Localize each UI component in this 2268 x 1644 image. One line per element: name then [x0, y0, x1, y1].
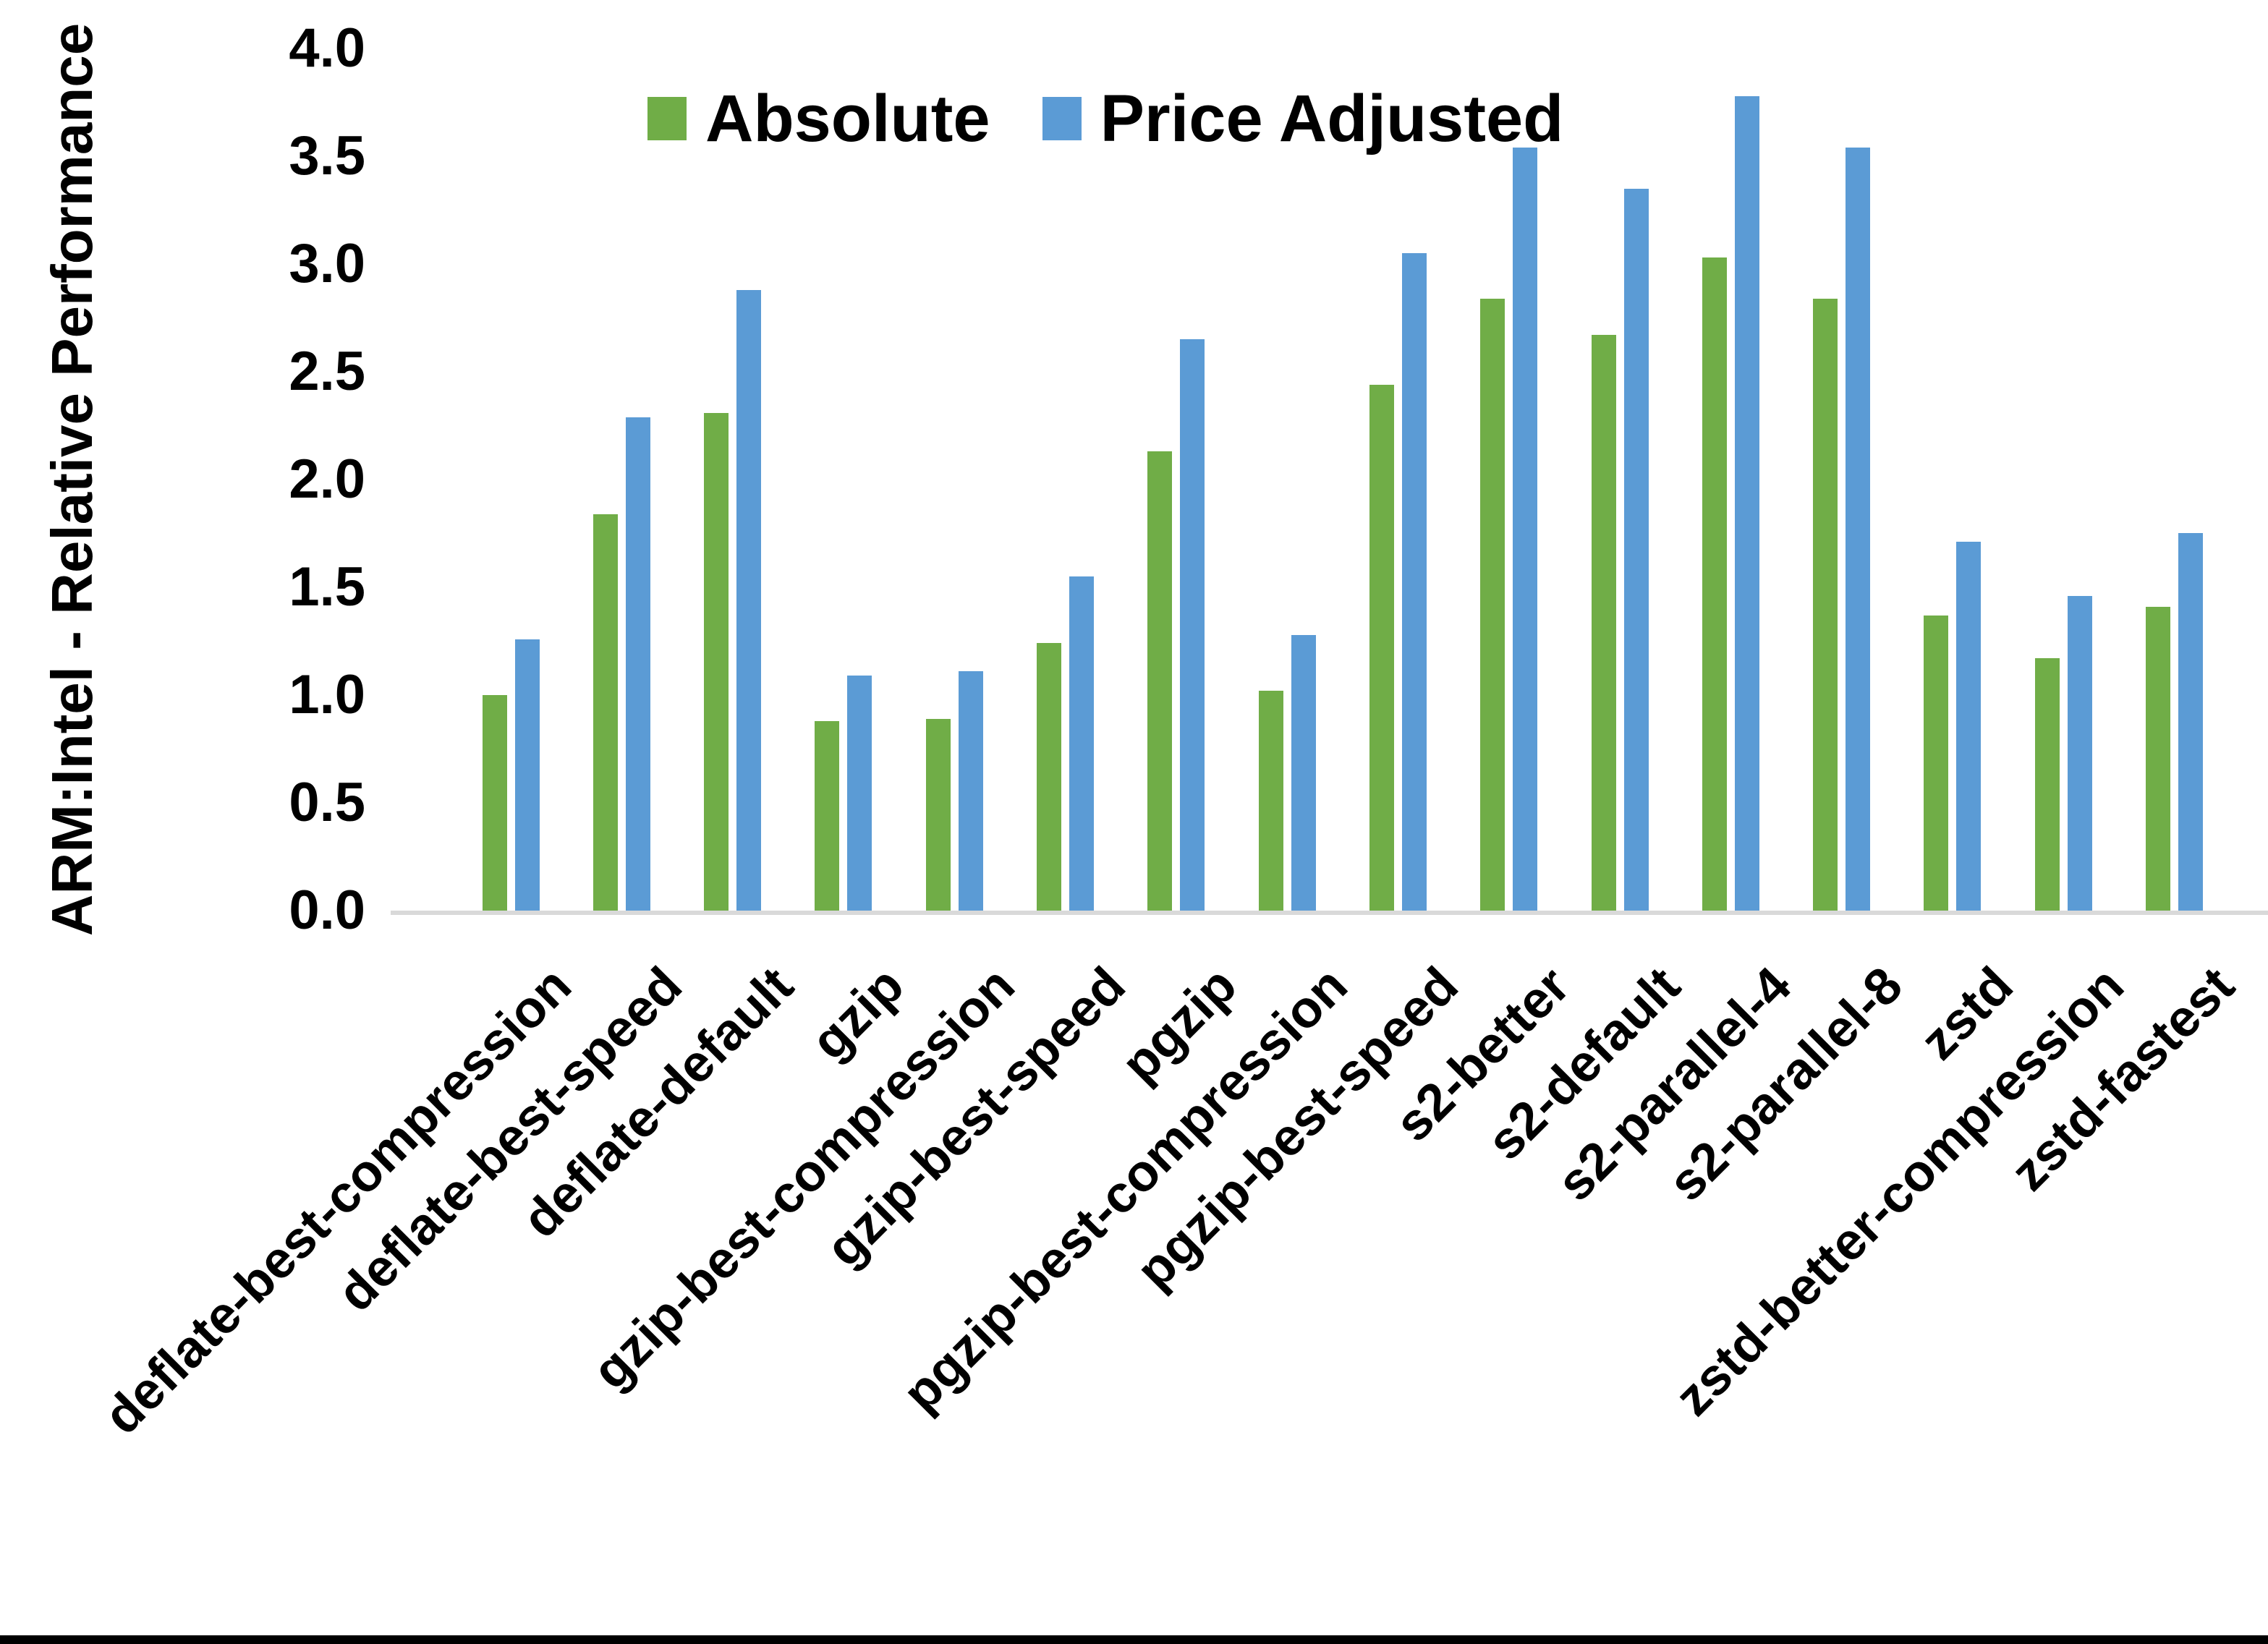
bar-price-adjusted-deflate-default [736, 290, 761, 911]
x-axis-label-s2-default: s2-default [1476, 956, 1691, 1172]
y-tick-label-3-5: 3.5 [289, 125, 365, 187]
legend-item-price-adjusted: Price Adjusted [1042, 82, 1564, 156]
bar-absolute-gzip [815, 721, 839, 911]
y-tick-label-2-0: 2.0 [289, 448, 365, 510]
bar-price-adjusted-s2-parallel-4 [1735, 96, 1759, 911]
bar-absolute-s2-default [1592, 335, 1616, 911]
bar-price-adjusted-gzip [847, 676, 872, 911]
x-axis-label-zstd: zstd [1909, 956, 2024, 1071]
bar-absolute-zstd-fastest [2146, 607, 2170, 911]
x-axis-label-s2-better: s2-better [1384, 956, 1581, 1153]
x-axis-label-pgzip-best-compression: pgzip-best-compression [891, 956, 1359, 1423]
bar-absolute-deflate-best-compression [483, 695, 507, 911]
bar-price-adjusted-deflate-best-speed [626, 417, 650, 911]
bar-absolute-deflate-best-speed [593, 514, 618, 911]
y-tick-label-0-0: 0.0 [289, 880, 365, 941]
bottom-border [0, 1635, 2268, 1644]
plot-area [391, 43, 2268, 915]
y-tick-label-4-0: 4.0 [289, 17, 365, 79]
bar-price-adjusted-s2-better [1513, 148, 1537, 911]
x-axis-label-deflate-best-compression: deflate-best-compression [93, 956, 582, 1446]
x-axis-label-deflate-best-speed: deflate-best-speed [326, 956, 693, 1323]
bar-absolute-pgzip-best-compression [1259, 691, 1283, 911]
bar-price-adjusted-s2-parallel-8 [1846, 148, 1870, 911]
legend-swatch-absolute [647, 97, 687, 140]
bar-absolute-s2-parallel-4 [1702, 257, 1727, 911]
bar-price-adjusted-pgzip [1180, 339, 1205, 911]
legend-label-absolute: Absolute [705, 82, 990, 156]
legend-item-absolute: Absolute [647, 85, 990, 152]
y-tick-label-2-5: 2.5 [289, 341, 365, 402]
bar-absolute-s2-better [1480, 299, 1505, 911]
bar-price-adjusted-pgzip-best-speed [1402, 253, 1427, 911]
x-axis-line [391, 911, 2268, 915]
y-axis-title: ARM:Intel - Relative Performance [40, 22, 104, 937]
bar-price-adjusted-s2-default [1624, 189, 1649, 911]
legend-label-price-adjusted: Price Adjusted [1100, 82, 1564, 156]
bar-price-adjusted-pgzip-best-compression [1291, 635, 1316, 911]
bar-absolute-deflate-default [704, 413, 729, 911]
bar-absolute-pgzip [1147, 451, 1172, 911]
bar-price-adjusted-zstd-better-compression [2068, 596, 2092, 911]
x-axis-label-pgzip-best-speed: pgzip-best-speed [1125, 956, 1469, 1300]
x-axis-label-zstd-better-compression: zstd-better-compression [1664, 956, 2135, 1427]
legend: Absolute Price Adjusted [647, 85, 1563, 152]
x-axis-label-gzip: gzip [800, 956, 915, 1071]
bar-absolute-gzip-best-compression [926, 719, 951, 911]
bar-absolute-zstd-better-compression [2035, 658, 2060, 911]
bar-price-adjusted-gzip-best-speed [1069, 576, 1094, 911]
bar-price-adjusted-zstd-fastest [2178, 533, 2203, 911]
bar-price-adjusted-zstd [1956, 542, 1981, 911]
y-tick-label-1-5: 1.5 [289, 556, 365, 618]
x-axis-label-gzip-best-compression: gzip-best-compression [581, 956, 1026, 1401]
bar-price-adjusted-gzip-best-compression [959, 671, 983, 911]
x-axis-label-deflate-default: deflate-default [511, 956, 804, 1249]
bar-price-adjusted-deflate-best-compression [515, 639, 540, 911]
legend-swatch-price-adjusted [1042, 97, 1082, 140]
bar-absolute-s2-parallel-8 [1813, 299, 1838, 911]
y-tick-label-1-0: 1.0 [289, 664, 365, 725]
x-axis-label-s2-parallel-8: s2-parallel-8 [1657, 956, 1914, 1212]
bar-absolute-zstd [1924, 616, 1948, 911]
bar-absolute-pgzip-best-speed [1369, 385, 1394, 911]
x-axis-label-pgzip: pgzip [1110, 956, 1248, 1094]
x-axis-label-gzip-best-speed: gzip-best-speed [815, 956, 1137, 1278]
y-tick-label-3-0: 3.0 [289, 233, 365, 294]
y-tick-label-0-5: 0.5 [289, 772, 365, 833]
bar-absolute-gzip-best-speed [1037, 643, 1061, 911]
x-axis-label-zstd-fastest: zstd-fastest [2000, 956, 2246, 1202]
x-axis-label-s2-parallel-4: s2-parallel-4 [1546, 956, 1802, 1212]
